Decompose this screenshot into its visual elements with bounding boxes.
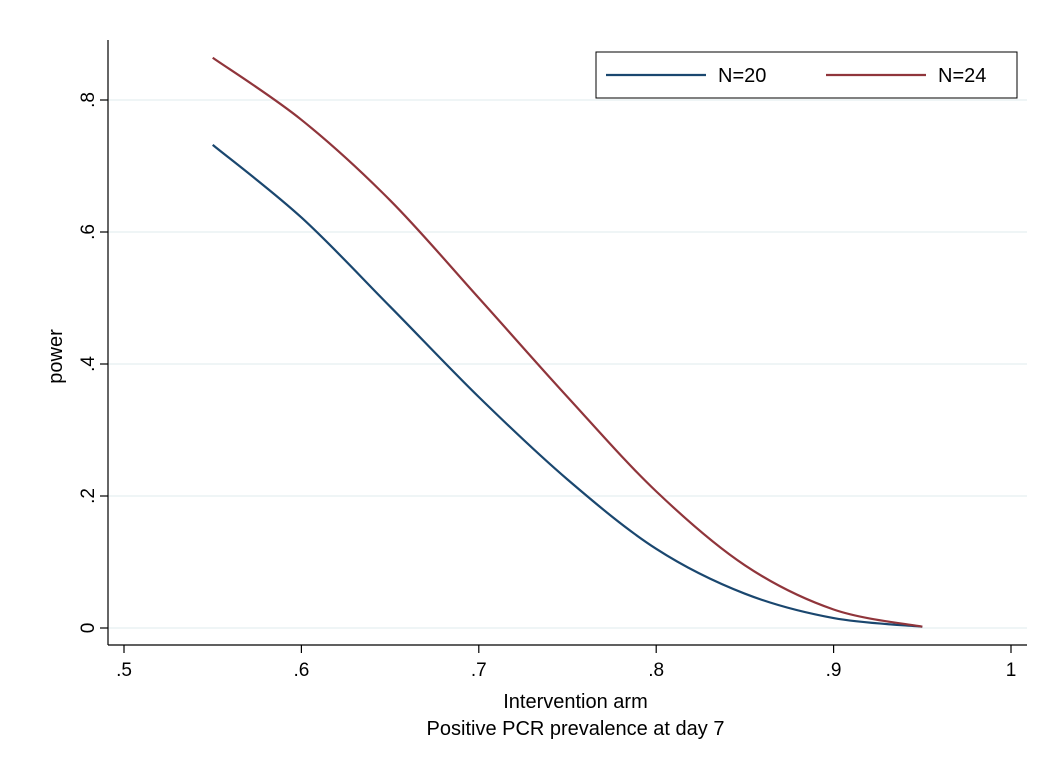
x-tick-label: .9 [826,660,842,681]
y-tick-label: 0 [78,623,99,634]
gridlines [108,99,1027,629]
x-tick-label: .5 [116,660,132,681]
series-line-2 [212,56,923,628]
x-tick-label: 1 [1006,660,1017,681]
y-tick-label: .4 [78,356,99,372]
legend-label-2: N=24 [938,65,986,87]
x-tick-label: .7 [471,660,487,681]
series-lines [212,56,923,628]
y-axis-title: power [45,329,67,384]
legend-items: N=20 N=24 [606,65,986,87]
y-ticks: 0 .2 .4 .6 .8 [78,92,108,633]
y-tick-label: .8 [78,92,99,108]
legend: N=20 N=24 [595,51,1018,99]
y-tick-label: .6 [78,224,99,240]
x-axis-subtitle: Positive PCR prevalence at day 7 [427,718,725,740]
x-axis-title: Intervention arm [503,691,648,713]
x-ticks: .5 .6 .7 .8 .9 1 [116,645,1016,681]
series-line-1 [212,144,923,628]
x-tick-label: .8 [648,660,664,681]
legend-label-1: N=20 [718,65,766,87]
x-tick-label: .6 [293,660,309,681]
y-tick-label: .2 [78,488,99,504]
